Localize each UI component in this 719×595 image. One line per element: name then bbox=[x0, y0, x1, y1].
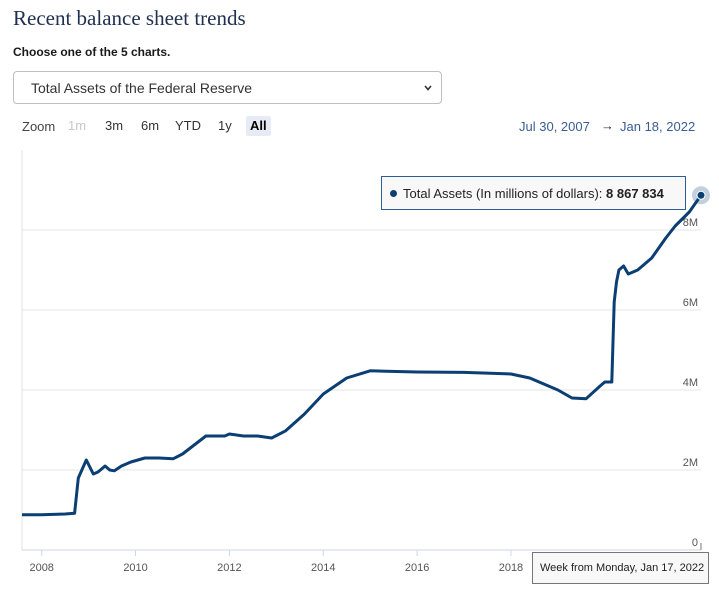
range-arrow: → bbox=[601, 118, 614, 133]
x-axis-tooltip: Week from Monday, Jan 17, 2022 bbox=[532, 552, 709, 584]
y-tick-label: 6M bbox=[683, 297, 698, 309]
range-from-date[interactable]: Jul 30, 2007 bbox=[519, 119, 590, 134]
y-tick-label: 2M bbox=[683, 457, 698, 469]
x-tick-label: 2018 bbox=[499, 562, 523, 574]
series-tooltip: Total Assets (In millions of dollars): 8… bbox=[381, 176, 686, 210]
series-marker-icon bbox=[390, 190, 397, 197]
chart-select-value: Total Assets of the Federal Reserve bbox=[31, 80, 252, 96]
zoom-all-button[interactable]: All bbox=[246, 116, 271, 136]
chart-chooser-label: Choose one of the 5 charts. bbox=[13, 45, 171, 59]
y-tick-label: 8M bbox=[683, 217, 698, 229]
chart-select[interactable]: Total Assets of the Federal Reserve bbox=[13, 71, 442, 104]
x-tick-label: 2014 bbox=[311, 562, 335, 574]
tooltip-value: 8 867 834 bbox=[606, 186, 664, 201]
series-line-total-assets bbox=[22, 194, 703, 517]
chevron-down-icon bbox=[424, 85, 432, 91]
x-tick-label: 2016 bbox=[405, 562, 429, 574]
zoom-6m-button[interactable]: 6m bbox=[141, 118, 160, 133]
zoom-1y-button[interactable]: 1y bbox=[218, 118, 232, 133]
x-tick-label: 2008 bbox=[29, 562, 53, 574]
x-axis-tooltip-label: Week from Monday, Jan 17, 2022 bbox=[540, 562, 705, 574]
zoom-3m-button[interactable]: 3m bbox=[105, 118, 124, 133]
y-tick-label: 4M bbox=[683, 377, 698, 389]
zoom-ytd-button[interactable]: YTD bbox=[175, 118, 201, 133]
y-tick-label: 0 bbox=[692, 537, 698, 549]
zoom-1m-button[interactable]: 1m bbox=[68, 118, 87, 133]
page-title: Recent balance sheet trends bbox=[13, 6, 246, 30]
tooltip-series-label: Total Assets (In millions of dollars): bbox=[403, 186, 607, 201]
x-tick-label: 2012 bbox=[217, 562, 241, 574]
hover-point-marker bbox=[696, 190, 706, 200]
range-to-date[interactable]: Jan 18, 2022 bbox=[620, 119, 696, 134]
zoom-label: Zoom bbox=[22, 119, 56, 134]
x-tick-label: 2010 bbox=[123, 562, 147, 574]
